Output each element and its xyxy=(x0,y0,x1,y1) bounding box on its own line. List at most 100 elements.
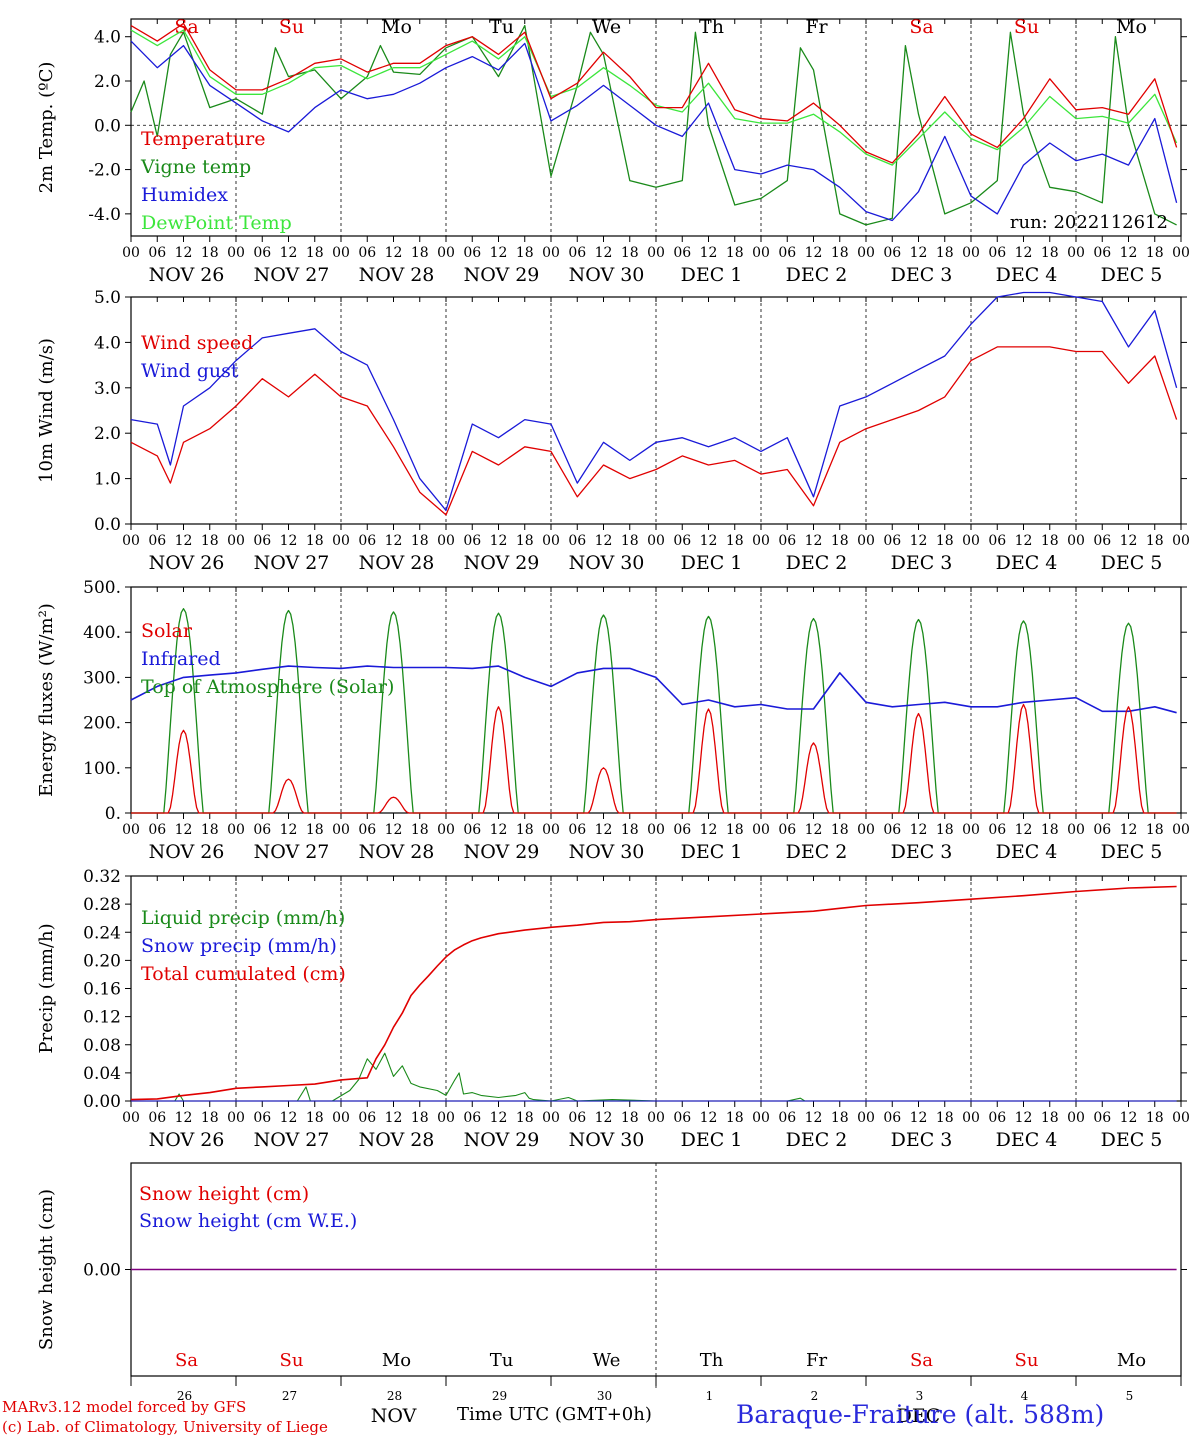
hour-tick-label: 06 xyxy=(778,245,796,261)
precip-series-0 xyxy=(131,1052,1177,1102)
hour-tick-label: 12 xyxy=(595,245,613,261)
weekday-label: Sa xyxy=(909,16,933,38)
hour-tick-label: 06 xyxy=(568,245,586,261)
y-tick-label: 2.0 xyxy=(94,72,121,92)
hour-tick-label: 00 xyxy=(752,533,770,549)
hour-tick-label: 18 xyxy=(306,533,324,549)
day-label: DEC 4 xyxy=(996,841,1058,863)
y-axis-label: Energy fluxes (W/m²) xyxy=(36,603,57,797)
weekday-label-bottom: Tu xyxy=(490,1350,514,1371)
day-label: DEC 5 xyxy=(1101,841,1163,863)
hour-tick-label: 06 xyxy=(463,822,481,838)
hour-tick-label: 12 xyxy=(805,533,823,549)
day-label: NOV 30 xyxy=(569,1129,645,1151)
hour-tick-label: 12 xyxy=(1015,245,1033,261)
y-axis-label: 10m Wind (m/s) xyxy=(36,338,57,483)
day-number: 3 xyxy=(916,1389,924,1403)
hour-tick-label: 00 xyxy=(122,245,140,261)
hour-tick-label: 00 xyxy=(1172,245,1190,261)
day-label: DEC 1 xyxy=(681,552,743,574)
hour-tick-label: 18 xyxy=(1041,245,1059,261)
day-label: DEC 5 xyxy=(1101,1129,1163,1151)
hour-tick-label: 12 xyxy=(280,822,298,838)
day-label: NOV 30 xyxy=(569,552,645,574)
day-label: DEC 4 xyxy=(996,552,1058,574)
hour-tick-label: 18 xyxy=(1041,1110,1059,1126)
y-tick-label: 0. xyxy=(105,804,121,824)
y-tick-label: 1.0 xyxy=(94,470,121,490)
y-tick-label: 0.0 xyxy=(94,116,121,136)
copyright-credit: (c) Lab. of Climatology, University of L… xyxy=(2,1418,328,1436)
wind-legend-1: Wind gust xyxy=(141,360,239,382)
y-tick-label: 500. xyxy=(83,578,121,598)
hour-tick-label: 06 xyxy=(673,822,691,838)
hour-tick-label: 18 xyxy=(726,822,744,838)
toa-solar-line xyxy=(131,608,1177,814)
hour-tick-label: 06 xyxy=(1093,533,1111,549)
day-label: NOV 26 xyxy=(149,1129,225,1151)
day-label: NOV 29 xyxy=(464,841,540,863)
snow-legend-0: Snow height (cm) xyxy=(139,1183,309,1205)
day-number: 28 xyxy=(387,1389,402,1403)
temp-legend-0: Temperature xyxy=(141,128,265,150)
hour-tick-label: 06 xyxy=(253,822,271,838)
hour-tick-label: 06 xyxy=(148,822,166,838)
temp-series-0 xyxy=(130,22,1178,164)
hour-tick-label: 12 xyxy=(280,1110,298,1126)
hour-tick-label: 06 xyxy=(883,1110,901,1126)
weekday-label: Su xyxy=(1014,16,1039,38)
weekday-label-bottom: Mo xyxy=(382,1350,411,1371)
hour-tick-label: 00 xyxy=(542,822,560,838)
weekday-label-bottom: Su xyxy=(280,1350,304,1371)
hour-tick-label: 18 xyxy=(831,245,849,261)
y-tick-label: 0.20 xyxy=(83,951,121,971)
hour-tick-label: 12 xyxy=(700,1110,718,1126)
hour-tick-label: 18 xyxy=(201,533,219,549)
hour-tick-label: 12 xyxy=(805,245,823,261)
day-label: NOV 27 xyxy=(254,264,330,286)
hour-tick-label: 00 xyxy=(647,822,665,838)
hour-tick-label: 18 xyxy=(726,1110,744,1126)
hour-tick-label: 12 xyxy=(490,533,508,549)
hour-tick-label: 06 xyxy=(358,1110,376,1126)
hour-tick-label: 06 xyxy=(358,533,376,549)
day-label: DEC 3 xyxy=(891,841,953,863)
station-name: Baraque-Fraiture (alt. 588m) xyxy=(736,1400,1105,1429)
day-label: DEC 4 xyxy=(996,264,1058,286)
hour-tick-label: 18 xyxy=(1146,1110,1164,1126)
hour-tick-label: 12 xyxy=(595,822,613,838)
month-label-nov: NOV xyxy=(371,1405,417,1427)
temp-series-2 xyxy=(130,40,1178,222)
hour-tick-label: 06 xyxy=(1093,822,1111,838)
hour-tick-label: 06 xyxy=(148,1110,166,1126)
hour-tick-label: 18 xyxy=(936,245,954,261)
weekday-label: Mo xyxy=(381,16,412,38)
hour-tick-label: 06 xyxy=(568,822,586,838)
weekday-label-bottom: We xyxy=(593,1350,621,1371)
y-tick-label: 200. xyxy=(83,714,121,734)
y-axis-label: Precip (mm/h) xyxy=(36,923,57,1053)
hour-tick-label: 06 xyxy=(463,1110,481,1126)
day-label: DEC 3 xyxy=(891,1129,953,1151)
hour-tick-label: 06 xyxy=(358,245,376,261)
hour-tick-label: 18 xyxy=(516,1110,534,1126)
y-tick-label: 4.0 xyxy=(94,333,121,353)
hour-tick-label: 18 xyxy=(831,1110,849,1126)
weekday-label-bottom: Sa xyxy=(910,1350,933,1371)
temp-legend-2: Humidex xyxy=(141,184,228,206)
y-tick-label: 0.00 xyxy=(83,1092,121,1112)
y-tick-label: 0.32 xyxy=(83,867,121,887)
hour-tick-label: 00 xyxy=(1067,822,1085,838)
hour-tick-label: 00 xyxy=(227,1110,245,1126)
hour-tick-label: 00 xyxy=(437,245,455,261)
hour-tick-label: 18 xyxy=(1146,533,1164,549)
temp-series-1 xyxy=(130,24,1177,226)
solar-line xyxy=(131,703,1177,814)
day-label: DEC 5 xyxy=(1101,552,1163,574)
hour-tick-label: 00 xyxy=(122,822,140,838)
hour-tick-label: 00 xyxy=(857,533,875,549)
hour-tick-label: 06 xyxy=(778,822,796,838)
hour-tick-label: 06 xyxy=(1093,245,1111,261)
hour-tick-label: 18 xyxy=(306,1110,324,1126)
hour-tick-label: 12 xyxy=(385,245,403,261)
